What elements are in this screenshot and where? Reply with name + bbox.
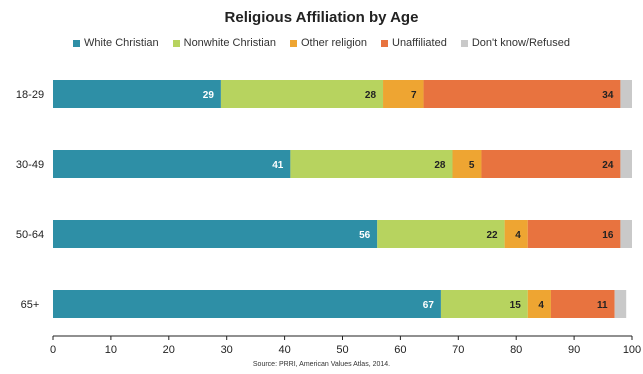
bar-segment [377, 220, 505, 248]
data-label: 16 [602, 230, 614, 241]
bar-segment [550, 290, 615, 318]
bar-segment [614, 290, 627, 318]
legend-item: Unaffiliated [381, 37, 447, 49]
legend-swatch [172, 39, 180, 47]
bar-segment [527, 220, 621, 248]
bar-segment [620, 220, 632, 248]
data-label: 67 [423, 300, 435, 311]
chart-legend: White Christian Nonwhite Christian Other r… [0, 37, 643, 49]
bar-segment [481, 150, 621, 178]
data-label: 5 [469, 160, 475, 171]
data-label: 4 [515, 230, 521, 241]
data-label: 41 [272, 160, 284, 171]
x-tick-label: 70 [452, 344, 464, 356]
x-tick-label: 20 [163, 344, 175, 356]
bar-segment [440, 290, 528, 318]
data-label: 34 [602, 90, 614, 101]
bar-segment [220, 80, 384, 108]
bar-segment [504, 220, 528, 248]
bar-segment [53, 220, 378, 248]
legend-label: Nonwhite Christian [183, 37, 276, 49]
category-label: 50-64 [16, 229, 44, 241]
legend-label: Unaffiliated [392, 37, 447, 49]
bar-segment [620, 80, 632, 108]
bar-segment [290, 150, 453, 178]
legend-swatch [289, 39, 297, 47]
bar-segment [527, 290, 551, 318]
legend-label: Don't know/Refused [471, 37, 570, 49]
legend-label: Other religion [300, 37, 367, 49]
legend-swatch [460, 39, 468, 47]
category-label: 65+ [21, 299, 40, 311]
data-label: 15 [510, 300, 522, 311]
bar-segment [53, 80, 221, 108]
category-label: 18-29 [16, 89, 44, 101]
legend-label: White Christian [84, 37, 159, 49]
bar-segment [53, 150, 291, 178]
legend-item: White Christian [73, 37, 159, 49]
data-label: 11 [597, 300, 608, 311]
legend-item: Other religion [289, 37, 367, 49]
data-label: 4 [538, 300, 544, 311]
chart-title: Religious Affiliation by Age [224, 9, 419, 26]
data-label: 56 [359, 230, 371, 241]
bar-segment [452, 150, 482, 178]
x-tick-label: 50 [336, 344, 348, 356]
category-label: 30-49 [16, 159, 44, 171]
x-tick-label: 90 [568, 344, 580, 356]
x-tick-label: 40 [278, 344, 290, 356]
data-label: 7 [411, 90, 417, 101]
source-note: Source: PRRI, American Values Atlas, 201… [252, 361, 391, 368]
data-label: 22 [486, 230, 498, 241]
legend-item: Don't know/Refused [460, 37, 570, 49]
legend-item: Nonwhite Christian [172, 37, 276, 49]
bar-segment [620, 150, 632, 178]
data-label: 28 [434, 160, 446, 171]
x-tick-label: 30 [221, 344, 233, 356]
bar-segment [53, 290, 441, 318]
bar-segment [423, 80, 621, 108]
data-label: 29 [203, 90, 215, 101]
x-tick-label: 0 [50, 344, 56, 356]
bar-segment [383, 80, 424, 108]
x-tick-label: 10 [105, 344, 117, 356]
x-tick-label: 60 [394, 344, 406, 356]
x-tick-label: 100 [623, 344, 641, 356]
data-label: 28 [365, 90, 377, 101]
legend-swatch [73, 39, 81, 47]
x-tick-label: 80 [510, 344, 522, 356]
data-label: 24 [602, 160, 614, 171]
legend-swatch [381, 39, 388, 47]
